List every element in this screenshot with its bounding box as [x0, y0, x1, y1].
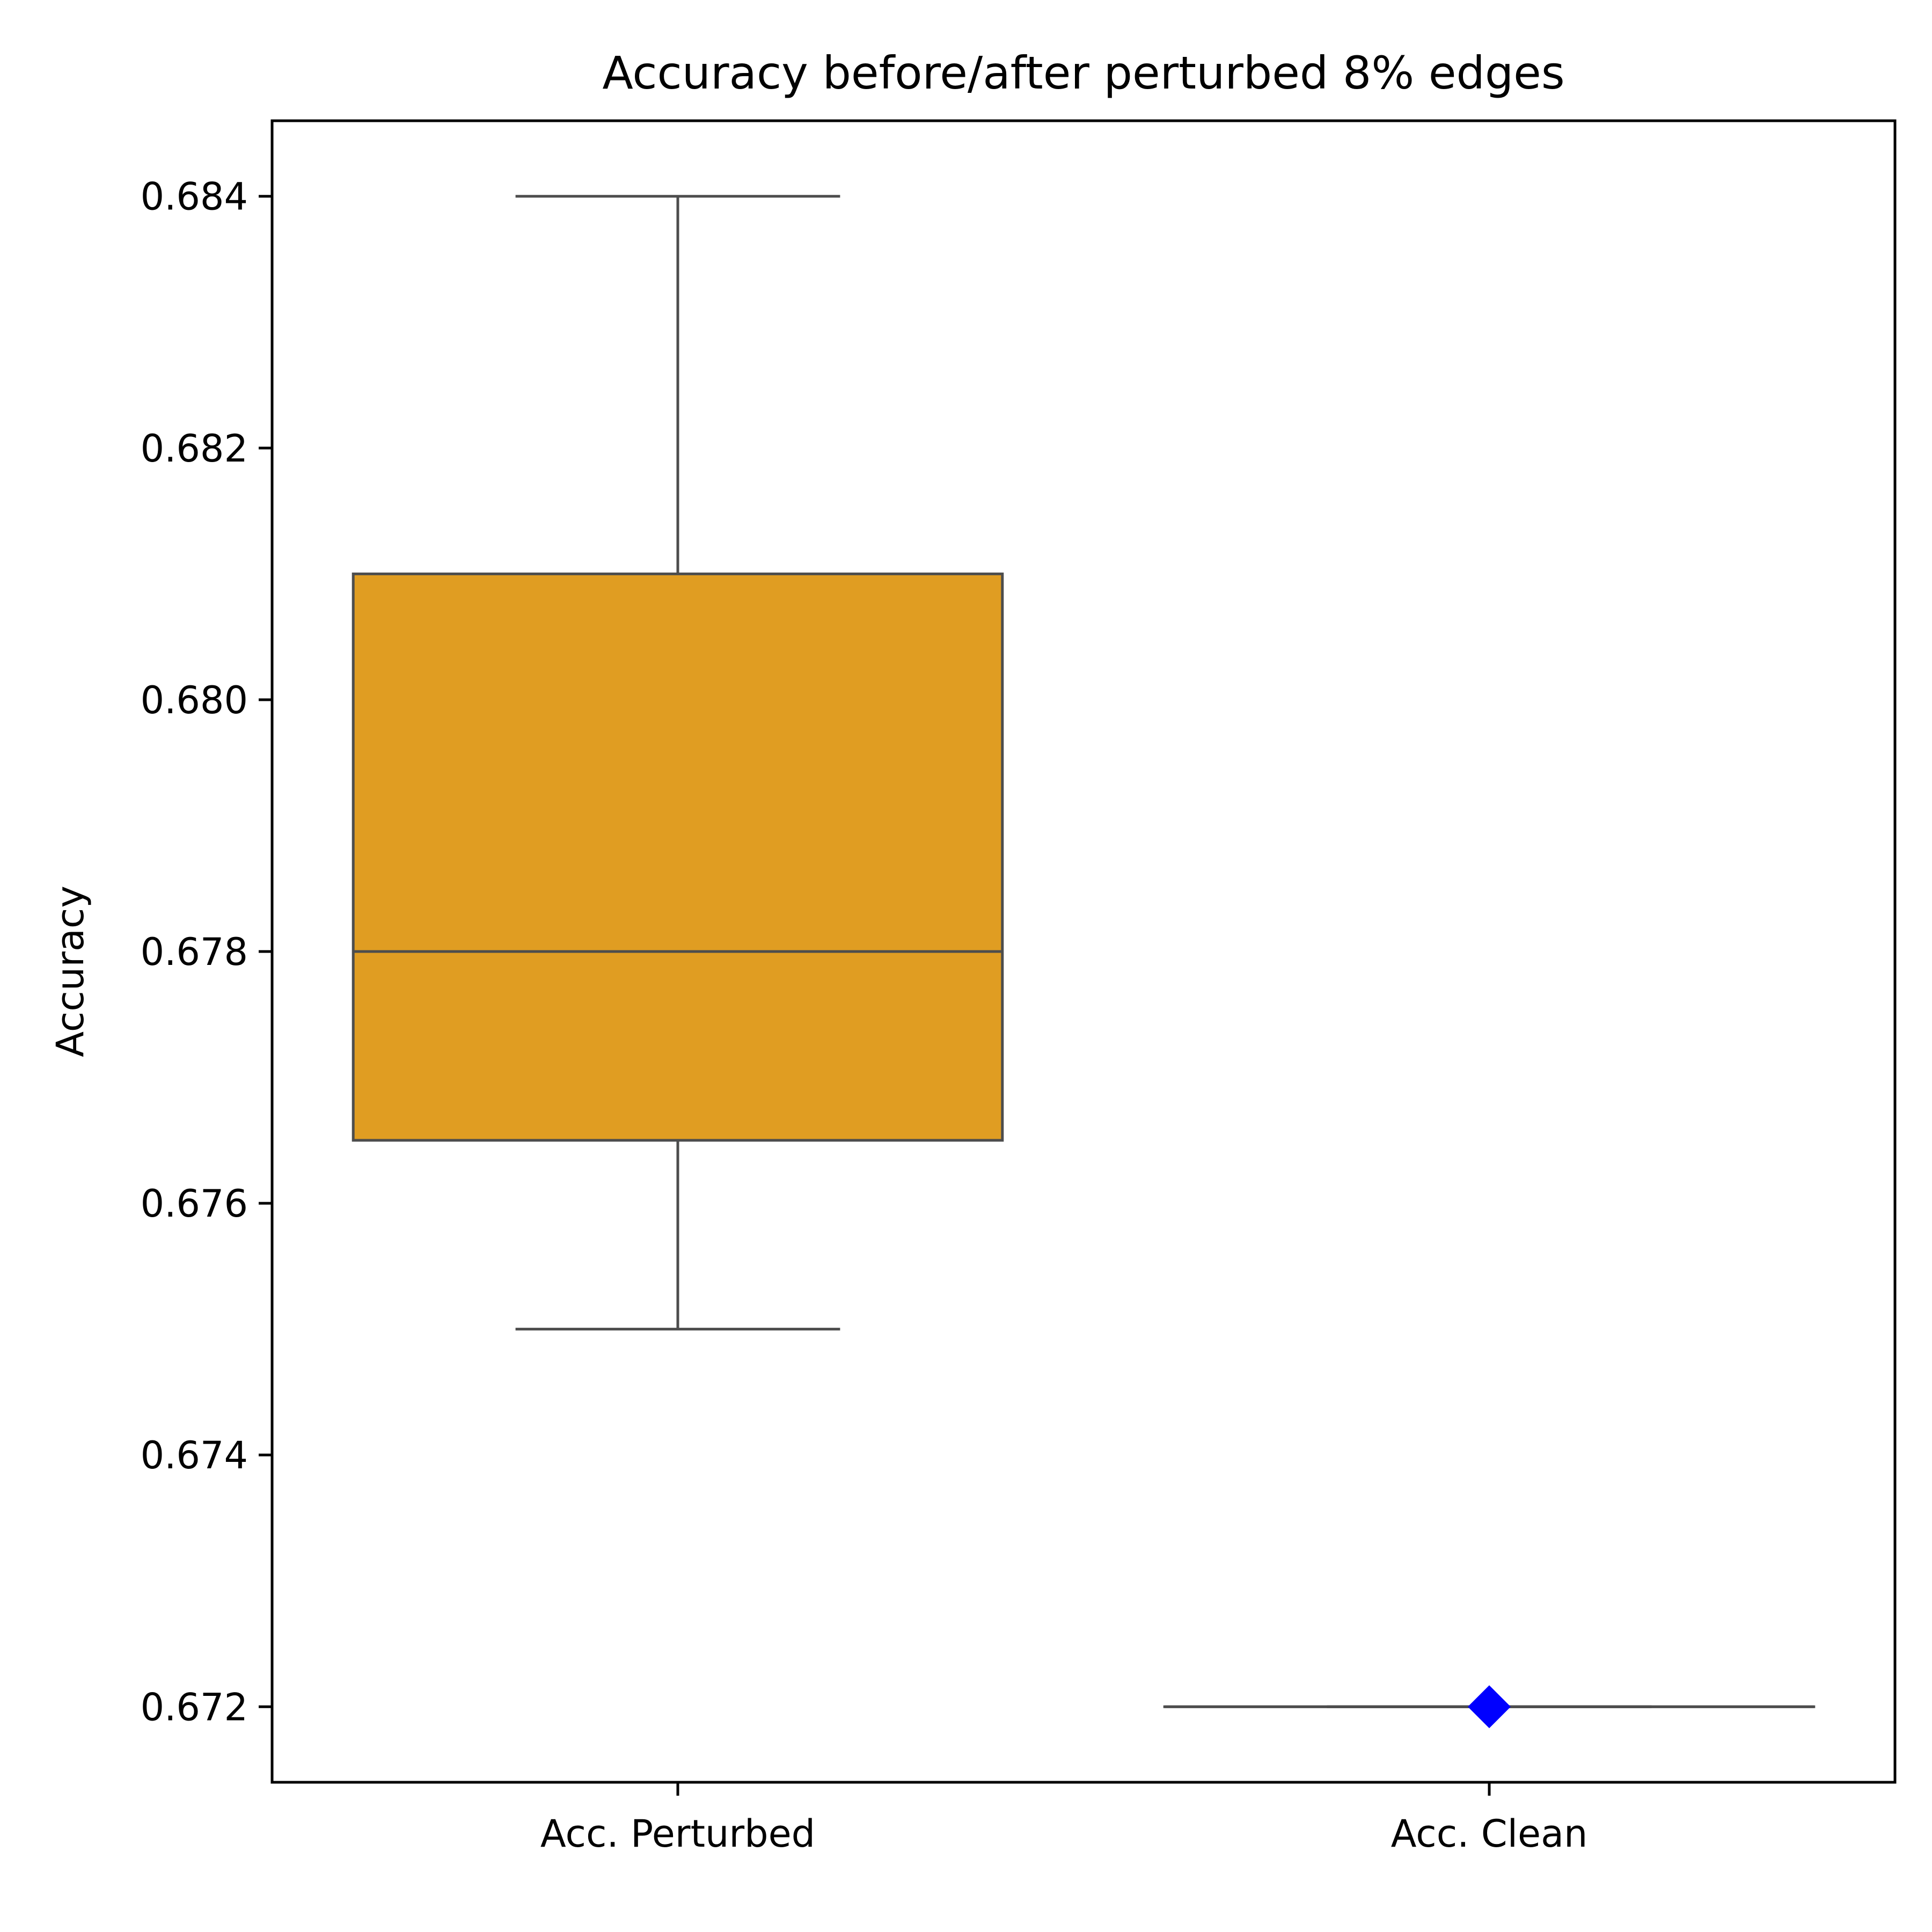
x-axis: Acc. Perturbed Acc. Clean	[540, 1782, 1588, 1856]
y-tick-label: 0.684	[141, 175, 248, 219]
chart-title: Accuracy before/after perturbed 8% edges	[602, 47, 1564, 99]
y-tick-label: 0.678	[141, 930, 248, 974]
diamond-marker	[1468, 1685, 1511, 1729]
markers	[1468, 1685, 1511, 1729]
y-tick-label: 0.676	[141, 1182, 248, 1226]
boxes	[352, 195, 1816, 1708]
y-tick-label: 0.672	[141, 1685, 248, 1729]
y-tick-label: 0.682	[141, 427, 248, 471]
y-axis-label: Accuracy	[48, 885, 92, 1057]
plot-frame	[270, 119, 1897, 1784]
box-body	[352, 572, 1004, 1142]
x-tick-label: Acc. Perturbed	[540, 1812, 815, 1856]
box-perturbed	[352, 195, 1004, 1331]
y-tick-label: 0.674	[141, 1433, 248, 1477]
y-tick-label: 0.680	[141, 678, 248, 722]
x-tick-label: Acc. Clean	[1391, 1812, 1588, 1856]
y-axis: 0.672 0.674 0.676 0.678 0.680 0.682 0.684	[141, 175, 272, 1729]
